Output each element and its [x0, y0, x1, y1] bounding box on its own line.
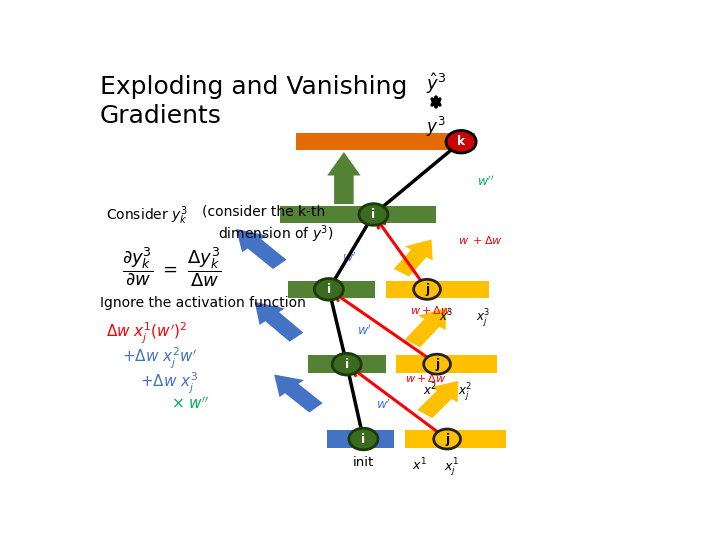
Text: $x^2$: $x^2$	[423, 382, 438, 398]
Polygon shape	[418, 381, 459, 418]
Bar	[386, 281, 489, 298]
Text: $w'$: $w'$	[377, 397, 392, 412]
Text: i: i	[372, 208, 376, 221]
Text: init: init	[353, 456, 374, 469]
Text: $w\ +\Delta w$: $w\ +\Delta w$	[459, 234, 503, 246]
Bar	[327, 430, 394, 448]
Text: Consider $y_k^3$: Consider $y_k^3$	[106, 204, 187, 227]
Polygon shape	[255, 302, 303, 342]
Text: $w'$: $w'$	[356, 323, 372, 338]
Text: $\dfrac{\partial y_k^3}{\partial w}\ =\ \dfrac{\Delta y_k^3}{\Delta w}$: $\dfrac{\partial y_k^3}{\partial w}\ =\ …	[122, 246, 222, 289]
Text: $x_j^1$: $x_j^1$	[444, 456, 459, 478]
Bar	[280, 206, 436, 223]
Polygon shape	[274, 375, 323, 413]
Circle shape	[349, 428, 378, 450]
Text: j: j	[425, 283, 429, 296]
Polygon shape	[327, 152, 361, 204]
Circle shape	[359, 204, 388, 225]
Circle shape	[423, 354, 451, 374]
Text: $\Delta w\ x_j^1(w')^2$: $\Delta w\ x_j^1(w')^2$	[106, 321, 186, 346]
Bar	[297, 133, 475, 151]
Bar	[288, 281, 374, 298]
Circle shape	[433, 429, 461, 449]
Text: $\times\ w''$: $\times\ w''$	[171, 395, 210, 412]
Polygon shape	[405, 308, 446, 347]
Polygon shape	[236, 229, 287, 269]
Text: $w+\Delta w$: $w+\Delta w$	[410, 304, 451, 316]
Circle shape	[413, 279, 441, 299]
Text: $\hat{y}^3$: $\hat{y}^3$	[426, 71, 446, 96]
Text: $w+\Delta w$: $w+\Delta w$	[405, 372, 446, 384]
Circle shape	[315, 279, 343, 300]
Circle shape	[332, 353, 361, 375]
Text: $w'$: $w'$	[342, 251, 357, 265]
Text: $y^3$: $y^3$	[426, 114, 446, 139]
Text: Ignore the activation function: Ignore the activation function	[100, 295, 306, 309]
Text: $x^1$: $x^1$	[412, 456, 427, 473]
Text: j: j	[435, 357, 439, 370]
Text: $w''$: $w''$	[477, 175, 494, 190]
Text: $x_j^2$: $x_j^2$	[459, 382, 472, 404]
Text: dimension of $y^3$): dimension of $y^3$)	[218, 224, 334, 245]
Text: $x_j^3$: $x_j^3$	[476, 308, 490, 330]
Text: i: i	[345, 357, 348, 370]
Bar	[307, 355, 386, 373]
Text: (consider the k-th: (consider the k-th	[202, 204, 325, 218]
Text: k: k	[457, 135, 465, 148]
Circle shape	[446, 131, 476, 153]
Text: i: i	[361, 433, 366, 446]
Text: j: j	[445, 433, 449, 446]
Bar	[405, 430, 505, 448]
Text: $+\Delta w\ x_j^3$: $+\Delta w\ x_j^3$	[140, 370, 199, 395]
Text: $+\Delta w\ x_j^2 w'$: $+\Delta w\ x_j^2 w'$	[122, 346, 198, 370]
Text: i: i	[327, 283, 331, 296]
Text: Exploding and Vanishing
Gradients: Exploding and Vanishing Gradients	[100, 75, 408, 128]
Bar	[396, 355, 498, 373]
Text: $x^3$: $x^3$	[438, 308, 453, 325]
Polygon shape	[394, 239, 433, 276]
